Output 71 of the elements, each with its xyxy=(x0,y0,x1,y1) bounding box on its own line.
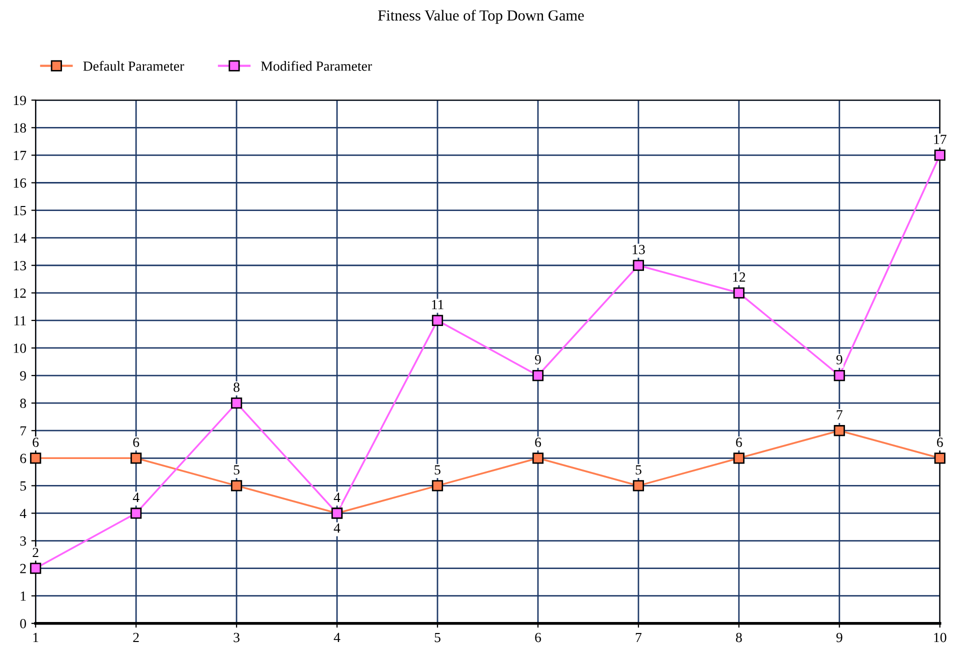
y-tick-label: 9 xyxy=(20,371,26,380)
data-label: 12 xyxy=(733,272,746,282)
legend-label: Default Parameter xyxy=(83,60,184,71)
x-tick-label: 9 xyxy=(836,632,842,642)
x-tick-label: 8 xyxy=(736,632,742,642)
x-tick-label: 3 xyxy=(234,632,240,642)
y-tick-label: 6 xyxy=(20,454,26,464)
point xyxy=(532,370,544,382)
x-tick-label: 4 xyxy=(334,632,340,642)
y-tick-label: 19 xyxy=(14,96,26,106)
data-label: 17 xyxy=(934,134,946,144)
data-label: 6 xyxy=(32,438,39,447)
y-tick-label: 5 xyxy=(20,481,26,491)
legend-label: Modified Parameter xyxy=(261,60,372,71)
point xyxy=(934,452,946,464)
data-label: 4 xyxy=(334,523,340,533)
point xyxy=(733,452,744,464)
point xyxy=(934,150,946,161)
y-tick-label: 17 xyxy=(14,150,26,160)
point xyxy=(532,452,544,464)
y-tick-label: 2 xyxy=(20,564,26,574)
data-label: 9 xyxy=(534,355,541,364)
data-label: 6 xyxy=(535,438,542,447)
point xyxy=(834,370,845,382)
data-label: 8 xyxy=(234,382,240,392)
data-label: 4 xyxy=(132,492,140,502)
y-tick-label: 15 xyxy=(14,206,26,216)
data-label: 13 xyxy=(632,244,645,254)
data-label: 7 xyxy=(836,410,842,420)
point xyxy=(632,260,644,271)
x-tick-label: 6 xyxy=(535,632,542,642)
x-tick-label: 10 xyxy=(934,632,946,642)
data-label: 5 xyxy=(234,465,240,475)
data-label: 6 xyxy=(133,438,140,447)
point xyxy=(632,480,644,492)
y-tick-label: 3 xyxy=(20,536,26,546)
data-label: 9 xyxy=(836,355,842,364)
data-label: 5 xyxy=(434,465,440,475)
point xyxy=(834,425,845,436)
point xyxy=(130,452,142,464)
point xyxy=(432,314,444,326)
x-tick-label: 2 xyxy=(133,632,139,642)
point xyxy=(30,452,42,464)
point xyxy=(733,287,744,298)
y-tick-label: 10 xyxy=(14,344,26,353)
point xyxy=(432,480,444,492)
chart-title: Fitness Value of Top Down Game xyxy=(378,10,584,24)
data-label: 6 xyxy=(736,438,742,447)
x-tick-label: 5 xyxy=(434,632,440,642)
data-label: 11 xyxy=(432,300,444,310)
data-label: 4 xyxy=(334,492,340,502)
y-tick-label: 0 xyxy=(20,618,26,628)
data-label: 5 xyxy=(636,465,642,475)
y-tick-label: 11 xyxy=(14,316,26,326)
data-label: 2 xyxy=(32,548,38,558)
x-tick-label: 7 xyxy=(636,632,642,642)
y-tick-label: 1 xyxy=(20,592,26,601)
point xyxy=(130,508,142,519)
y-tick-label: 13 xyxy=(14,260,26,270)
point xyxy=(230,398,242,409)
y-tick-label: 8 xyxy=(20,398,26,408)
y-tick-label: 7 xyxy=(20,426,26,436)
point xyxy=(30,562,42,574)
y-tick-label: 18 xyxy=(14,123,26,133)
data-label: 6 xyxy=(937,438,943,447)
y-tick-label: 14 xyxy=(14,233,26,243)
y-tick-label: 16 xyxy=(14,178,26,188)
y-tick-label: 4 xyxy=(20,508,26,518)
x-tick-label: 1 xyxy=(33,632,38,642)
y-tick-label: 12 xyxy=(14,288,26,298)
point xyxy=(230,480,242,492)
